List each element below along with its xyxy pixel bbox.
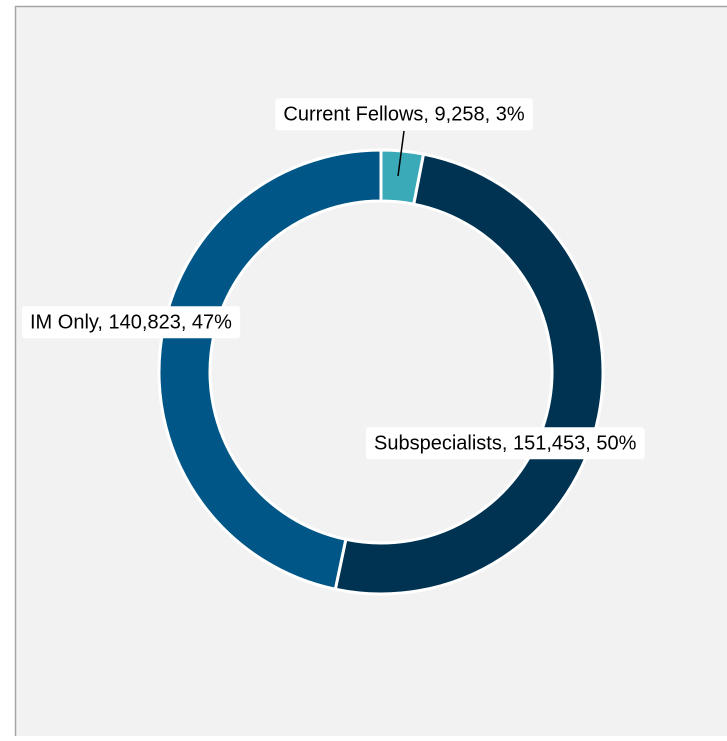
data-label: IM Only, 140,823, 47%: [30, 311, 232, 333]
data-label: Subspecialists, 151,453, 50%: [374, 432, 637, 454]
data-label: Current Fellows, 9,258, 3%: [283, 103, 524, 125]
